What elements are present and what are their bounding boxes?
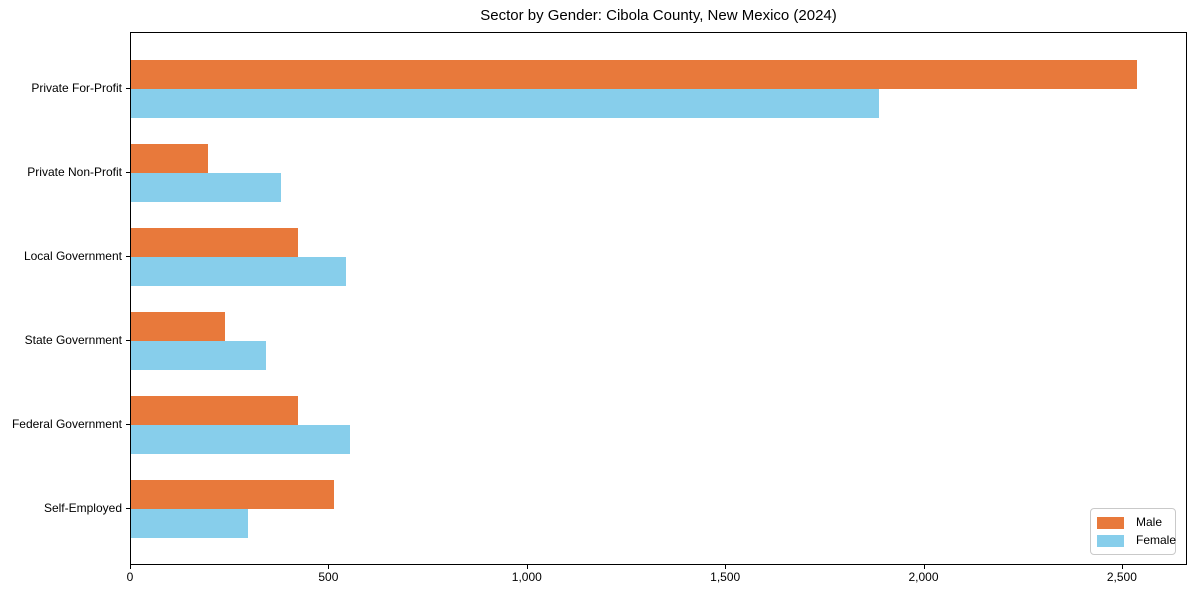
- x-tick-mark: [328, 565, 330, 569]
- legend: Male Female: [1090, 508, 1176, 555]
- legend-entry-female: Female: [1097, 532, 1176, 549]
- bar-female-1: [131, 173, 281, 202]
- bar-male-0: [131, 60, 1138, 89]
- legend-label-female: Female: [1136, 533, 1177, 547]
- x-tick-label-4: 2,000: [908, 570, 939, 584]
- y-axis-label-1: Private Non-Profit: [27, 165, 122, 179]
- y-tick-mark: [126, 256, 130, 257]
- y-tick-mark: [126, 88, 130, 89]
- bar-male-3: [131, 312, 225, 341]
- x-tick-label-0: 0: [126, 570, 134, 584]
- y-tick-mark: [126, 340, 130, 341]
- bar-male-5: [131, 480, 334, 509]
- bar-female-5: [131, 509, 248, 538]
- y-tick-mark: [126, 508, 130, 509]
- x-tick-mark: [526, 565, 528, 569]
- x-tick-label-3: 1,500: [710, 570, 741, 584]
- y-axis-label-3: State Government: [24, 333, 122, 347]
- legend-swatch-male: [1097, 516, 1124, 529]
- bar-male-1: [131, 144, 208, 173]
- chart-title: Sector by Gender: Cibola County, New Mex…: [480, 7, 837, 24]
- legend-swatch-female: [1097, 534, 1124, 547]
- bar-female-0: [131, 89, 879, 118]
- x-tick-label-1: 500: [318, 570, 339, 584]
- y-axis-label-0: Private For-Profit: [31, 81, 122, 95]
- x-tick-mark: [130, 565, 131, 569]
- y-tick-mark: [126, 172, 130, 173]
- x-tick-mark: [725, 565, 727, 569]
- y-axis-label-5: Self-Employed: [43, 501, 122, 515]
- x-tick-mark: [1121, 565, 1123, 569]
- bar-female-4: [131, 425, 350, 454]
- y-tick-mark: [126, 424, 130, 425]
- legend-label-male: Male: [1136, 515, 1163, 529]
- bar-female-3: [131, 341, 266, 370]
- x-tick-label-2: 1,000: [511, 570, 542, 584]
- plot-area: Male Female: [130, 32, 1187, 565]
- x-tick-label-5: 2,500: [1106, 570, 1137, 584]
- bar-male-2: [131, 228, 299, 257]
- y-axis-label-2: Local Government: [23, 249, 122, 263]
- y-axis-label-4: Federal Government: [11, 417, 122, 431]
- legend-entry-male: Male: [1097, 514, 1169, 531]
- bar-male-4: [131, 396, 298, 425]
- x-tick-mark: [923, 565, 925, 569]
- bar-female-2: [131, 257, 346, 286]
